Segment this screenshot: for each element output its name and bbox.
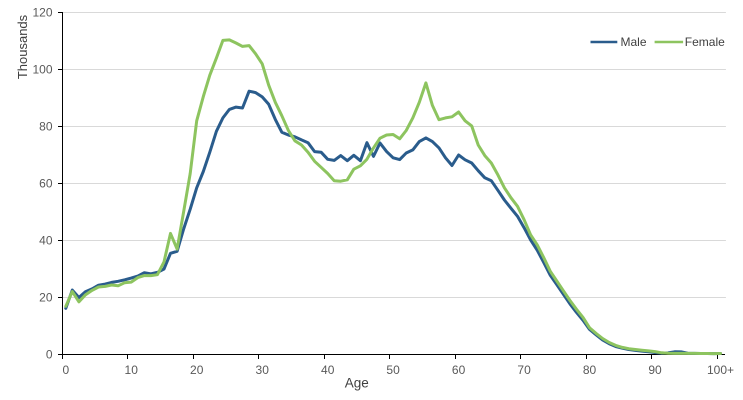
svg-text:20: 20	[39, 291, 53, 305]
svg-text:80: 80	[583, 363, 597, 377]
svg-text:40: 40	[39, 234, 53, 248]
svg-text:90: 90	[648, 363, 662, 377]
svg-text:10: 10	[125, 363, 139, 377]
svg-text:70: 70	[517, 363, 531, 377]
svg-text:60: 60	[452, 363, 466, 377]
svg-text:60: 60	[39, 177, 53, 191]
svg-text:30: 30	[256, 363, 270, 377]
svg-text:50: 50	[386, 363, 400, 377]
svg-text:20: 20	[190, 363, 204, 377]
svg-text:80: 80	[39, 120, 53, 134]
svg-text:Age: Age	[345, 375, 369, 390]
svg-text:0: 0	[46, 348, 53, 362]
svg-text:100: 100	[32, 63, 52, 77]
svg-text:120: 120	[32, 6, 52, 20]
svg-text:100+: 100+	[707, 363, 734, 377]
svg-text:0: 0	[62, 363, 69, 377]
svg-text:Thousands: Thousands	[15, 14, 30, 79]
svg-text:Female: Female	[685, 35, 725, 49]
svg-text:Male: Male	[621, 35, 647, 49]
svg-text:40: 40	[321, 363, 335, 377]
